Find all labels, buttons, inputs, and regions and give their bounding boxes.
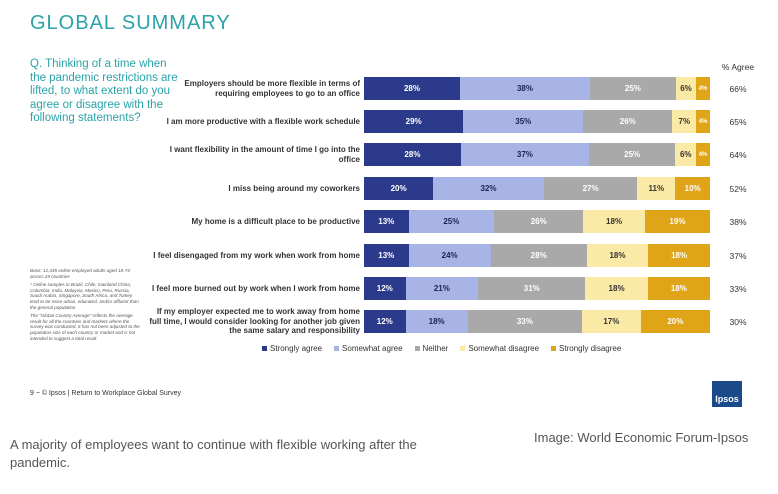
row-label: I feel disengaged from my work when work…	[153, 250, 360, 260]
row-label: My home is a difficult place to be produ…	[191, 216, 360, 226]
stacked-bar: 13% 24% 28% 18% 18%	[364, 244, 710, 267]
bar-segment: 20%	[364, 177, 434, 200]
pct-agree-value: 66%	[729, 84, 747, 94]
bar-segment: 35%	[463, 110, 584, 133]
bar-segment: 10%	[675, 177, 710, 200]
stacked-bar: 28% 38% 25% 6% 4%	[364, 77, 710, 100]
legend-swatch	[460, 346, 466, 351]
bar-segment: 31%	[478, 277, 586, 300]
bar-segment: 28%	[364, 143, 461, 166]
bar-segment: 25%	[588, 143, 676, 166]
stacked-bar: 20% 32% 27% 11% 10%	[364, 177, 710, 200]
stacked-bar: 13% 25% 26% 18% 19%	[364, 210, 710, 233]
bar-segment: 27%	[543, 177, 638, 200]
pct-agree-value: 30%	[729, 317, 747, 327]
legend-swatch	[334, 346, 340, 351]
legend-item: Somewhat agree	[334, 344, 403, 353]
bar-segment: 29%	[364, 110, 464, 133]
bar-segment: 24%	[408, 244, 491, 267]
bar-segment: 26%	[494, 210, 584, 233]
bar-segment: 33%	[467, 310, 582, 333]
stacked-bar: 29% 35% 26% 7% 4%	[364, 110, 710, 133]
legend-label: Strongly agree	[270, 344, 323, 353]
row-label: I am more productive with a flexible wor…	[166, 116, 360, 126]
bar-segment: 4%	[696, 143, 710, 166]
bar-segment: 18%	[586, 244, 649, 267]
pct-agree-value: 37%	[729, 251, 747, 261]
slide-title: GLOBAL SUMMARY	[30, 12, 231, 34]
base-note-line: Base: 12,445 online employed adults aged…	[30, 268, 130, 279]
pct-agree-value: 65%	[729, 117, 747, 127]
bar-segment: 18%	[585, 277, 648, 300]
image-credit: Image: World Economic Forum-Ipsos	[534, 430, 749, 445]
bar-segment: 12%	[364, 310, 406, 333]
bar-segment: 18%	[648, 244, 710, 267]
row-label: I want flexibility in the amount of time…	[169, 145, 360, 164]
stacked-bar: 28% 37% 25% 6% 4%	[364, 143, 710, 166]
image-caption: A majority of employees want to continue…	[10, 437, 417, 470]
legend-swatch	[262, 346, 267, 351]
legend-item: Neither	[414, 344, 449, 353]
legend-item: Strongly agree	[262, 344, 322, 353]
stacked-bar: 12% 21% 31% 18% 18%	[364, 277, 710, 300]
legend-label: Strongly disagree	[559, 344, 622, 353]
bar-segment: 20%	[640, 310, 710, 333]
bar-segment: 26%	[583, 110, 673, 133]
pct-agree-header: % Agree	[721, 62, 755, 72]
bar-segment: 4%	[696, 77, 710, 100]
legend-swatch	[551, 346, 557, 351]
pct-agree-value: 52%	[729, 184, 747, 194]
survey-slide: GLOBAL SUMMARY Q. Thinking of a time whe…	[30, 12, 755, 407]
bar-segment: 18%	[583, 210, 645, 233]
legend-label: Neither	[422, 344, 449, 353]
pct-agree-value: 64%	[729, 150, 747, 160]
bar-segment: 6%	[675, 143, 697, 166]
bar-segment: 12%	[364, 277, 406, 300]
bar-segment: 7%	[672, 110, 697, 133]
base-note-line: * Online samples in Brazil, Chile, mainl…	[30, 282, 139, 310]
bar-segment: 25%	[590, 77, 676, 100]
bar-segment: 21%	[405, 277, 479, 300]
base-note: Base: 12,445 online employed adults aged…	[30, 268, 142, 344]
pct-agree-value: 33%	[729, 284, 747, 294]
bar-segment: 6%	[675, 77, 697, 100]
stacked-bar: 12% 18% 33% 17% 20%	[364, 310, 710, 333]
legend-swatch	[414, 346, 420, 351]
base-note-line: The "Global Country Average" reflects th…	[30, 313, 140, 341]
bar-segment: 13%	[364, 244, 409, 267]
survey-question: Q. Thinking of a time when the pandemic …	[30, 58, 178, 124]
ipsos-logo: Ipsos	[712, 381, 742, 407]
bar-segment: 37%	[460, 143, 589, 166]
slide-footer: 9 ~ © Ipsos | Return to Workplace Global…	[30, 390, 181, 397]
bar-segment: 4%	[696, 110, 710, 133]
bar-segment: 17%	[581, 310, 641, 333]
chart-legend: Strongly agree Somewhat agree Neither Somew…	[262, 344, 621, 353]
pct-agree-value: 38%	[729, 217, 747, 227]
bar-segment: 32%	[433, 177, 544, 200]
row-label: I feel more burned out by work when I wo…	[151, 283, 360, 293]
row-label: Employers should be more flexible in ter…	[184, 79, 360, 98]
legend-item: Strongly disagree	[551, 344, 621, 353]
bar-segment: 19%	[644, 210, 710, 233]
bar-segment: 28%	[490, 244, 587, 267]
legend-label: Somewhat agree	[342, 344, 403, 353]
row-label: If my employer expected me to work away …	[149, 307, 360, 336]
row-label: I miss being around my coworkers	[228, 183, 360, 193]
bar-segment: 13%	[364, 210, 409, 233]
bar-segment: 18%	[405, 310, 468, 333]
bar-segment: 38%	[459, 77, 591, 100]
bar-segment: 25%	[408, 210, 495, 233]
bar-segment: 28%	[364, 77, 460, 100]
bar-segment: 11%	[637, 177, 676, 200]
bar-segment: 18%	[647, 277, 710, 300]
legend-item: Somewhat disagree	[460, 344, 539, 353]
legend-label: Somewhat disagree	[468, 344, 540, 353]
